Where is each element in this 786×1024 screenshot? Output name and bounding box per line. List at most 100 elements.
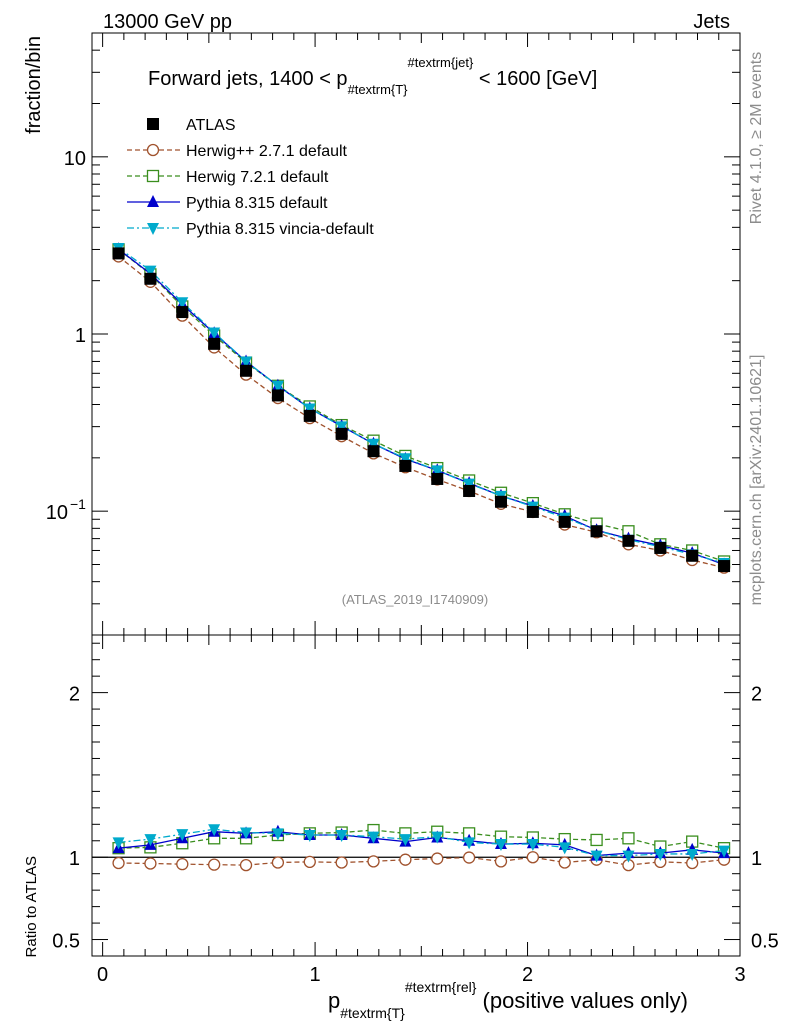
series-line: [118, 248, 725, 566]
data-point: [367, 438, 380, 451]
ratio-y-tick-label-right: 2: [751, 684, 762, 706]
legend-entry: ATLAS: [147, 117, 236, 134]
ratio-point: [431, 831, 444, 844]
ratio-point: [144, 834, 157, 847]
ratio-point: [303, 830, 316, 843]
data-point: [686, 549, 699, 562]
ratio-point: [303, 855, 316, 868]
data-point: [718, 560, 731, 573]
ratio-point: [558, 856, 571, 869]
ratio-point: [144, 857, 157, 870]
series-atlas: [112, 247, 731, 573]
series-mc-3: [112, 242, 731, 570]
ratio-point: [399, 834, 412, 847]
ratio-point: [462, 851, 476, 864]
ratio-series-3: [112, 824, 731, 861]
ratio-y-axis-title: Ratio to ATLAS: [23, 856, 40, 957]
data-point: [208, 337, 221, 350]
y-tick-label: 10: [64, 148, 86, 170]
x-axis-title: p#textrm{T}#textrm{rel} (positive values…: [328, 979, 688, 1021]
ratio-point: [112, 856, 125, 870]
data-point: [494, 495, 507, 508]
legend-label: Herwig 7.2.1 default: [186, 169, 329, 186]
legend-marker: [146, 169, 160, 183]
ratio-y-tick-label-right: 0.5: [751, 931, 779, 953]
data-point: [335, 421, 348, 434]
ratio-point: [271, 856, 285, 869]
ratio-y-tick-label: 1: [69, 848, 80, 870]
data-point: [526, 505, 539, 518]
data-point: [303, 409, 316, 422]
ratio-point: [399, 853, 412, 866]
ratio-point: [367, 831, 380, 844]
ratio-line: [118, 828, 725, 857]
legend-label: Herwig++ 2.7.1 default: [186, 143, 348, 160]
energy-label: 13000 GeV pp: [103, 11, 232, 33]
ratio-point: [367, 855, 380, 868]
ratio-point: [239, 858, 253, 872]
data-point: [271, 380, 284, 393]
ratio-point: [622, 850, 635, 863]
data-point: [176, 306, 189, 319]
analysis-tag: (ATLAS_2019_I1740909): [342, 592, 488, 607]
ratio-point: [494, 855, 508, 868]
data-point: [431, 465, 444, 478]
data-point: [335, 427, 348, 440]
legend-marker: [146, 143, 160, 157]
data-point: [463, 478, 476, 491]
series-line: [118, 247, 725, 564]
data-point: [176, 297, 189, 310]
data-point: [144, 265, 157, 278]
legend-entry: Pythia 8.315 vincia-default: [127, 221, 374, 238]
legend-label: Pythia 8.315 default: [186, 195, 328, 212]
data-point: [431, 472, 444, 485]
data-point: [240, 356, 253, 369]
y-tick-label: 1: [75, 325, 86, 347]
x-tick-label: 1: [310, 964, 321, 986]
y-axis-title: fraction/bin: [23, 36, 45, 134]
data-point: [399, 453, 412, 466]
rivet-version-label: Rivet 4.1.0, ≥ 2M events: [748, 52, 765, 224]
data-point: [463, 484, 476, 497]
ratio-y-tick-label: 2: [69, 684, 80, 706]
legend-marker: [147, 195, 159, 207]
legend-marker: [147, 223, 159, 235]
series-mc-4: [112, 242, 731, 570]
ratio-point: [686, 848, 699, 861]
ratio-series-1: [112, 851, 731, 872]
data-point: [399, 459, 412, 472]
legend-entry: Herwig 7.2.1 default: [127, 169, 329, 186]
data-point: [558, 515, 571, 528]
ratio-point: [526, 851, 540, 864]
data-point: [654, 541, 667, 554]
data-point: [208, 327, 221, 340]
ratio-point: [654, 848, 667, 861]
data-point: [622, 534, 635, 547]
x-tick-label: 3: [734, 964, 745, 986]
mcplots-label: mcplots.cern.ch [arXiv:2401.10621]: [748, 355, 765, 606]
ratio-line: [118, 831, 725, 857]
data-point: [367, 445, 380, 458]
ratio-axis-ticks: 0 1 2 3 2 2 1 1 0.5 0.5: [52, 635, 779, 986]
y-tick-exponent: −1: [70, 496, 86, 512]
legend-entry: Herwig++ 2.7.1 default: [127, 143, 348, 160]
chart-title: Forward jets, 1400 < p#textrm{T}#textrm{…: [148, 55, 597, 97]
category-label: Jets: [693, 11, 730, 33]
data-point: [240, 364, 253, 377]
ratio-point: [590, 833, 603, 847]
data-point: [112, 247, 125, 260]
y-tick-label: 10: [46, 502, 68, 524]
series-line: [118, 255, 725, 569]
ratio-point: [335, 830, 348, 843]
ratio-point: [112, 837, 125, 850]
data-point: [144, 272, 157, 285]
series-mc-1: [112, 250, 731, 574]
legend: ATLAS Herwig++ 2.7.1 default Herwig 7.2.1 …: [127, 117, 374, 238]
ratio-point: [590, 850, 603, 863]
ratio-y-tick-label-right: 1: [751, 848, 762, 870]
ratio-series-4: [112, 824, 731, 863]
x-tick-label: 2: [522, 964, 533, 986]
series-mc-2: [112, 243, 731, 568]
